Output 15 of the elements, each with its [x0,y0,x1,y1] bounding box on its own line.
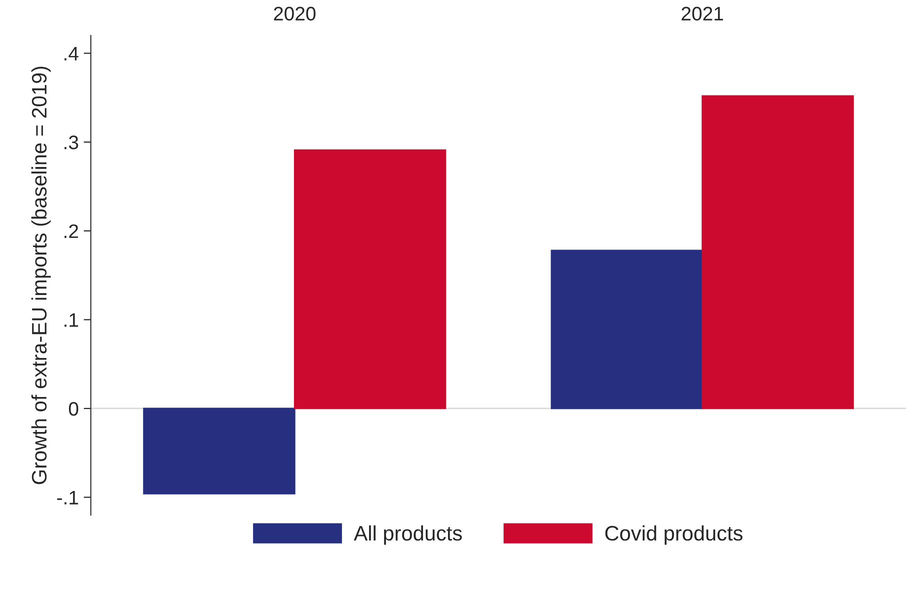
y-tick-label: 0 [68,402,78,416]
y-tick-label: .1 [64,313,78,327]
bar [294,149,446,410]
y-tick-label: .4 [64,46,78,60]
legend-label: Covid products [605,525,742,545]
y-tick-label: .3 [64,136,78,150]
x-tick-label: 2020 [274,6,316,21]
bar [702,95,854,410]
y-axis-title: Growth of extra-EU imports (baseline = 2019) [31,66,51,484]
x-tick-label: 2021 [682,6,724,21]
y-tick-label: -.1 [57,490,78,504]
legend-label: All products [354,525,462,545]
bar [143,408,296,494]
bar [550,250,704,410]
y-tick-label: .2 [64,224,78,238]
